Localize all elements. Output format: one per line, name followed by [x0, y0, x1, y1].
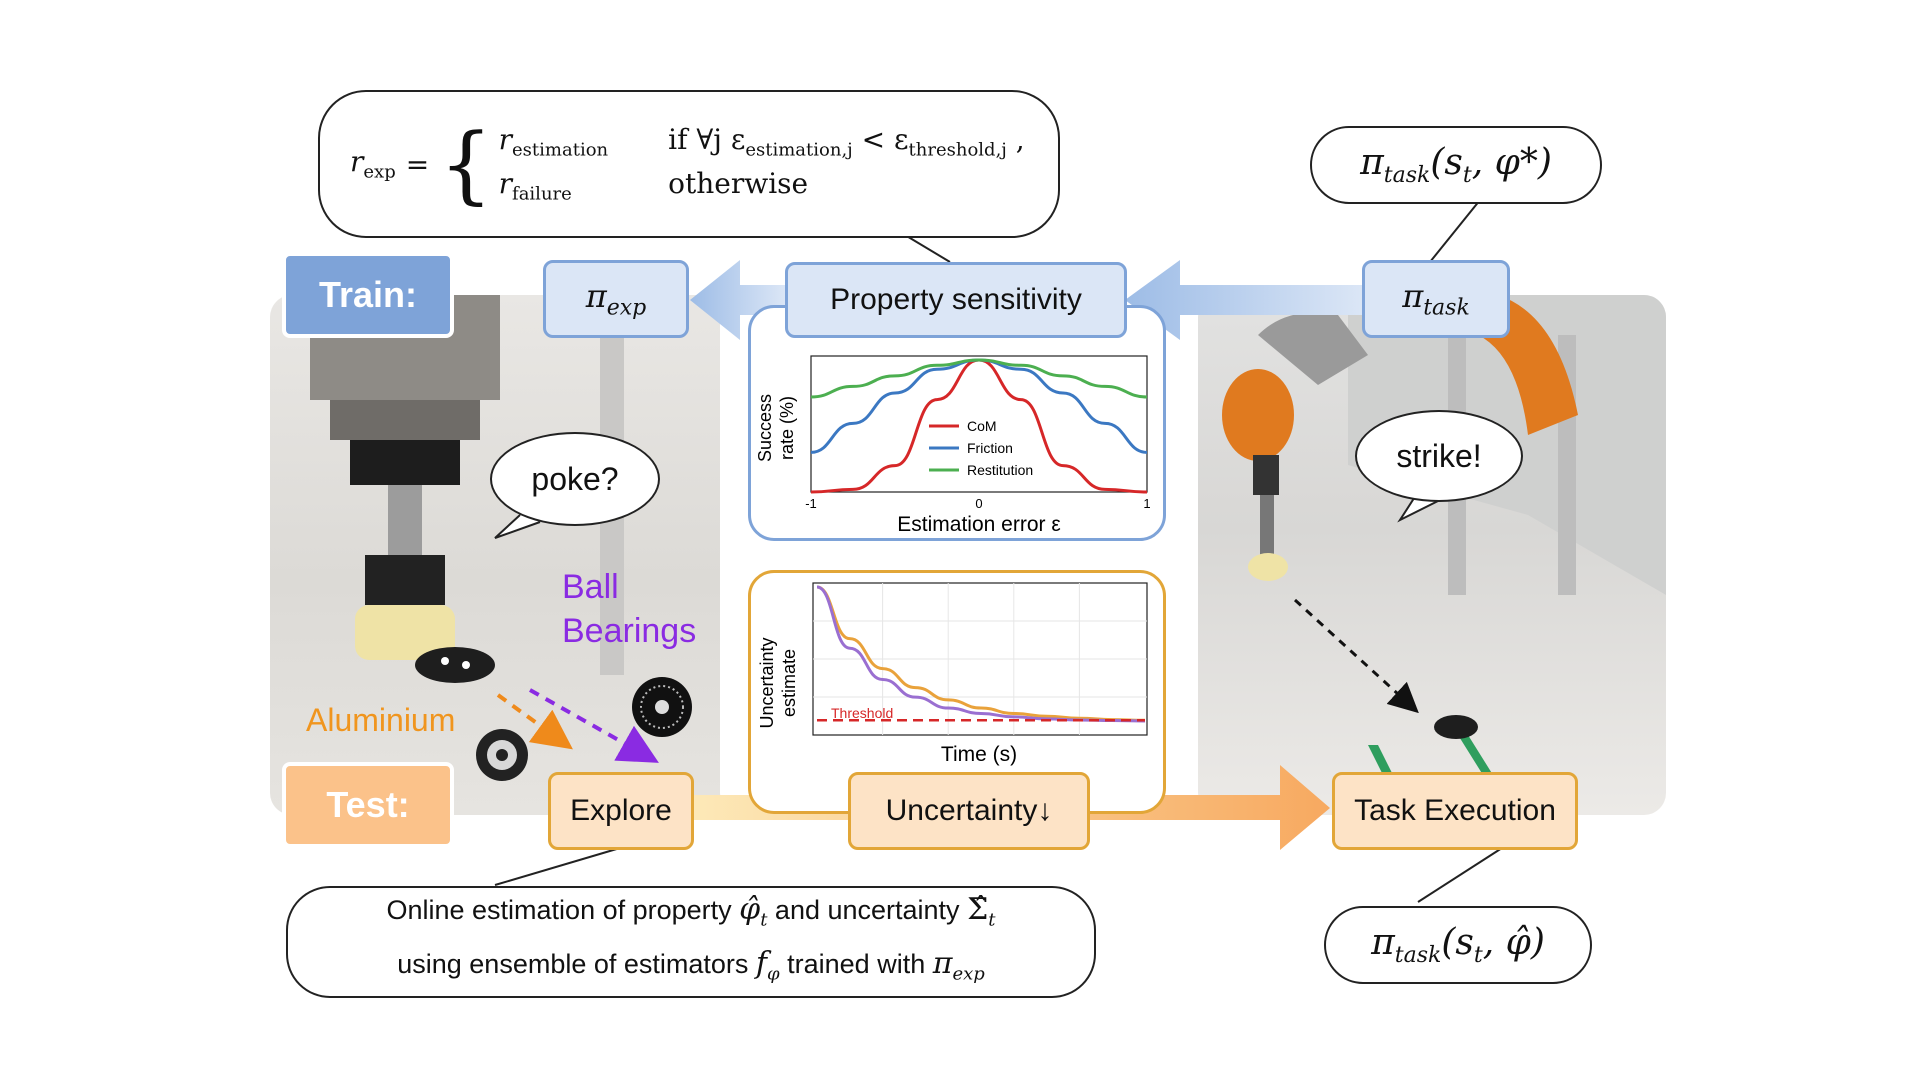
ball-bearing-arrow	[529, 688, 659, 763]
connector-top-right	[1429, 199, 1481, 263]
pi-task-symbol: πtask	[1402, 277, 1470, 321]
uncertainty-chart: Uncertainty estimate Threshold Time (s)	[757, 582, 1148, 766]
reward-formula: rexp = { restimation if ∀j εestimation,j…	[350, 115, 1025, 213]
case1-condition: if ∀j εestimation,j < εthreshold,j ,	[668, 123, 1025, 161]
case2-condition: otherwise	[668, 167, 809, 200]
pi-exp-box: πexp	[543, 260, 689, 338]
ball-label-line2: Bearings	[562, 612, 697, 650]
ball-label-line1: Ball	[562, 568, 619, 606]
explore-label: Explore	[570, 794, 672, 827]
case1-value: restimation	[498, 123, 609, 161]
uncertainty-series-1	[816, 585, 1146, 723]
train-label: Train:	[282, 252, 454, 338]
uncertainty-chart-frame: Uncertainty estimate Threshold Time (s)	[748, 570, 1166, 814]
strike-text: strike!	[1396, 437, 1482, 474]
chart1-plot-area	[810, 355, 1148, 493]
aluminium-arrow	[496, 693, 573, 750]
ball-bearing-puck-icon	[632, 677, 692, 737]
chart2-xlabel: Time (s)	[941, 743, 1017, 766]
pi-task-estimated-formula: πtask(st, φ̂)	[1371, 921, 1545, 969]
pi-task-true-formula: πtask(st, φ*)	[1360, 141, 1552, 189]
chart1-ylabel-line1: Success	[755, 394, 775, 462]
uncertainty-box: Uncertainty↓	[848, 772, 1090, 850]
series-line-restitution	[810, 358, 1148, 399]
pi-task-box: πtask	[1362, 260, 1510, 338]
blue-arrow-right	[1125, 260, 1362, 340]
pi-task-estimated-property-bubble: πtask(st, φ̂)	[1324, 906, 1592, 984]
brace: {	[439, 115, 493, 213]
ball-bearings-label: Ball Bearings	[562, 565, 696, 653]
online-estimation-bubble: Online estimation of property φ̂t and un…	[286, 886, 1096, 998]
strike-speech-bubble: strike!	[1355, 410, 1523, 502]
online-estimation-line2: using ensemble of estimators fφ trained …	[397, 946, 985, 985]
pi-task-true-property-bubble: πtask(st, φ*)	[1310, 126, 1602, 204]
chart1-xtick: -1	[805, 496, 817, 511]
poke-bubble-tail	[494, 514, 541, 539]
sensitivity-chart-frame: Success rate (%) -1 0 1 CoM Friction Restitu…	[748, 305, 1166, 541]
reward-lhs: rexp	[350, 145, 396, 183]
aluminium-puck-icon	[476, 729, 528, 781]
task-execution-box: Task Execution	[1332, 772, 1578, 850]
chart1-xlabel: Estimation error ε	[897, 513, 1060, 536]
poke-robot-illustration	[310, 295, 624, 683]
reward-formula-bubble: rexp = { restimation if ∀j εestimation,j…	[318, 90, 1060, 238]
test-label: Test:	[282, 762, 454, 848]
uncertainty-series-0	[816, 585, 1146, 722]
legend-label-restitution: Restitution	[967, 462, 1033, 478]
sensitivity-chart: Success rate (%) -1 0 1 CoM Friction Restitu…	[755, 355, 1151, 536]
chart1-xtick: 0	[975, 496, 982, 511]
legend-label-com: CoM	[967, 418, 997, 434]
strike-arrow	[1293, 598, 1419, 714]
connector-bottom-right	[1417, 847, 1503, 903]
poke-text: poke?	[531, 460, 619, 497]
task-execution-label: Task Execution	[1354, 794, 1556, 827]
connector-top-formula	[904, 234, 951, 263]
chart1-ylabel-line2: rate (%)	[777, 396, 797, 460]
left-robot-photo	[270, 295, 730, 815]
uncertainty-label: Uncertainty↓	[885, 794, 1053, 827]
property-sensitivity-box: Property sensitivity	[785, 262, 1127, 338]
property-sensitivity-label: Property sensitivity	[830, 283, 1082, 316]
explore-box: Explore	[548, 772, 694, 850]
chart1-xtick: 1	[1143, 496, 1150, 511]
blue-arrow-left	[690, 260, 785, 340]
poke-speech-bubble: poke?	[490, 432, 660, 526]
case2-value: rfailure	[498, 167, 572, 205]
online-estimation-line1: Online estimation of property φ̂t and un…	[386, 891, 996, 930]
legend-label-friction: Friction	[967, 440, 1013, 456]
connector-bottom-left	[494, 847, 621, 886]
pi-exp-symbol: πexp	[585, 277, 647, 321]
aluminium-label: Aluminium	[306, 702, 456, 738]
chart2-ylabel-line2: estimate	[779, 649, 799, 717]
chart2-ylabel-line1: Uncertainty	[757, 637, 777, 728]
threshold-label: Threshold	[831, 705, 893, 721]
right-robot-photo	[1198, 295, 1666, 815]
